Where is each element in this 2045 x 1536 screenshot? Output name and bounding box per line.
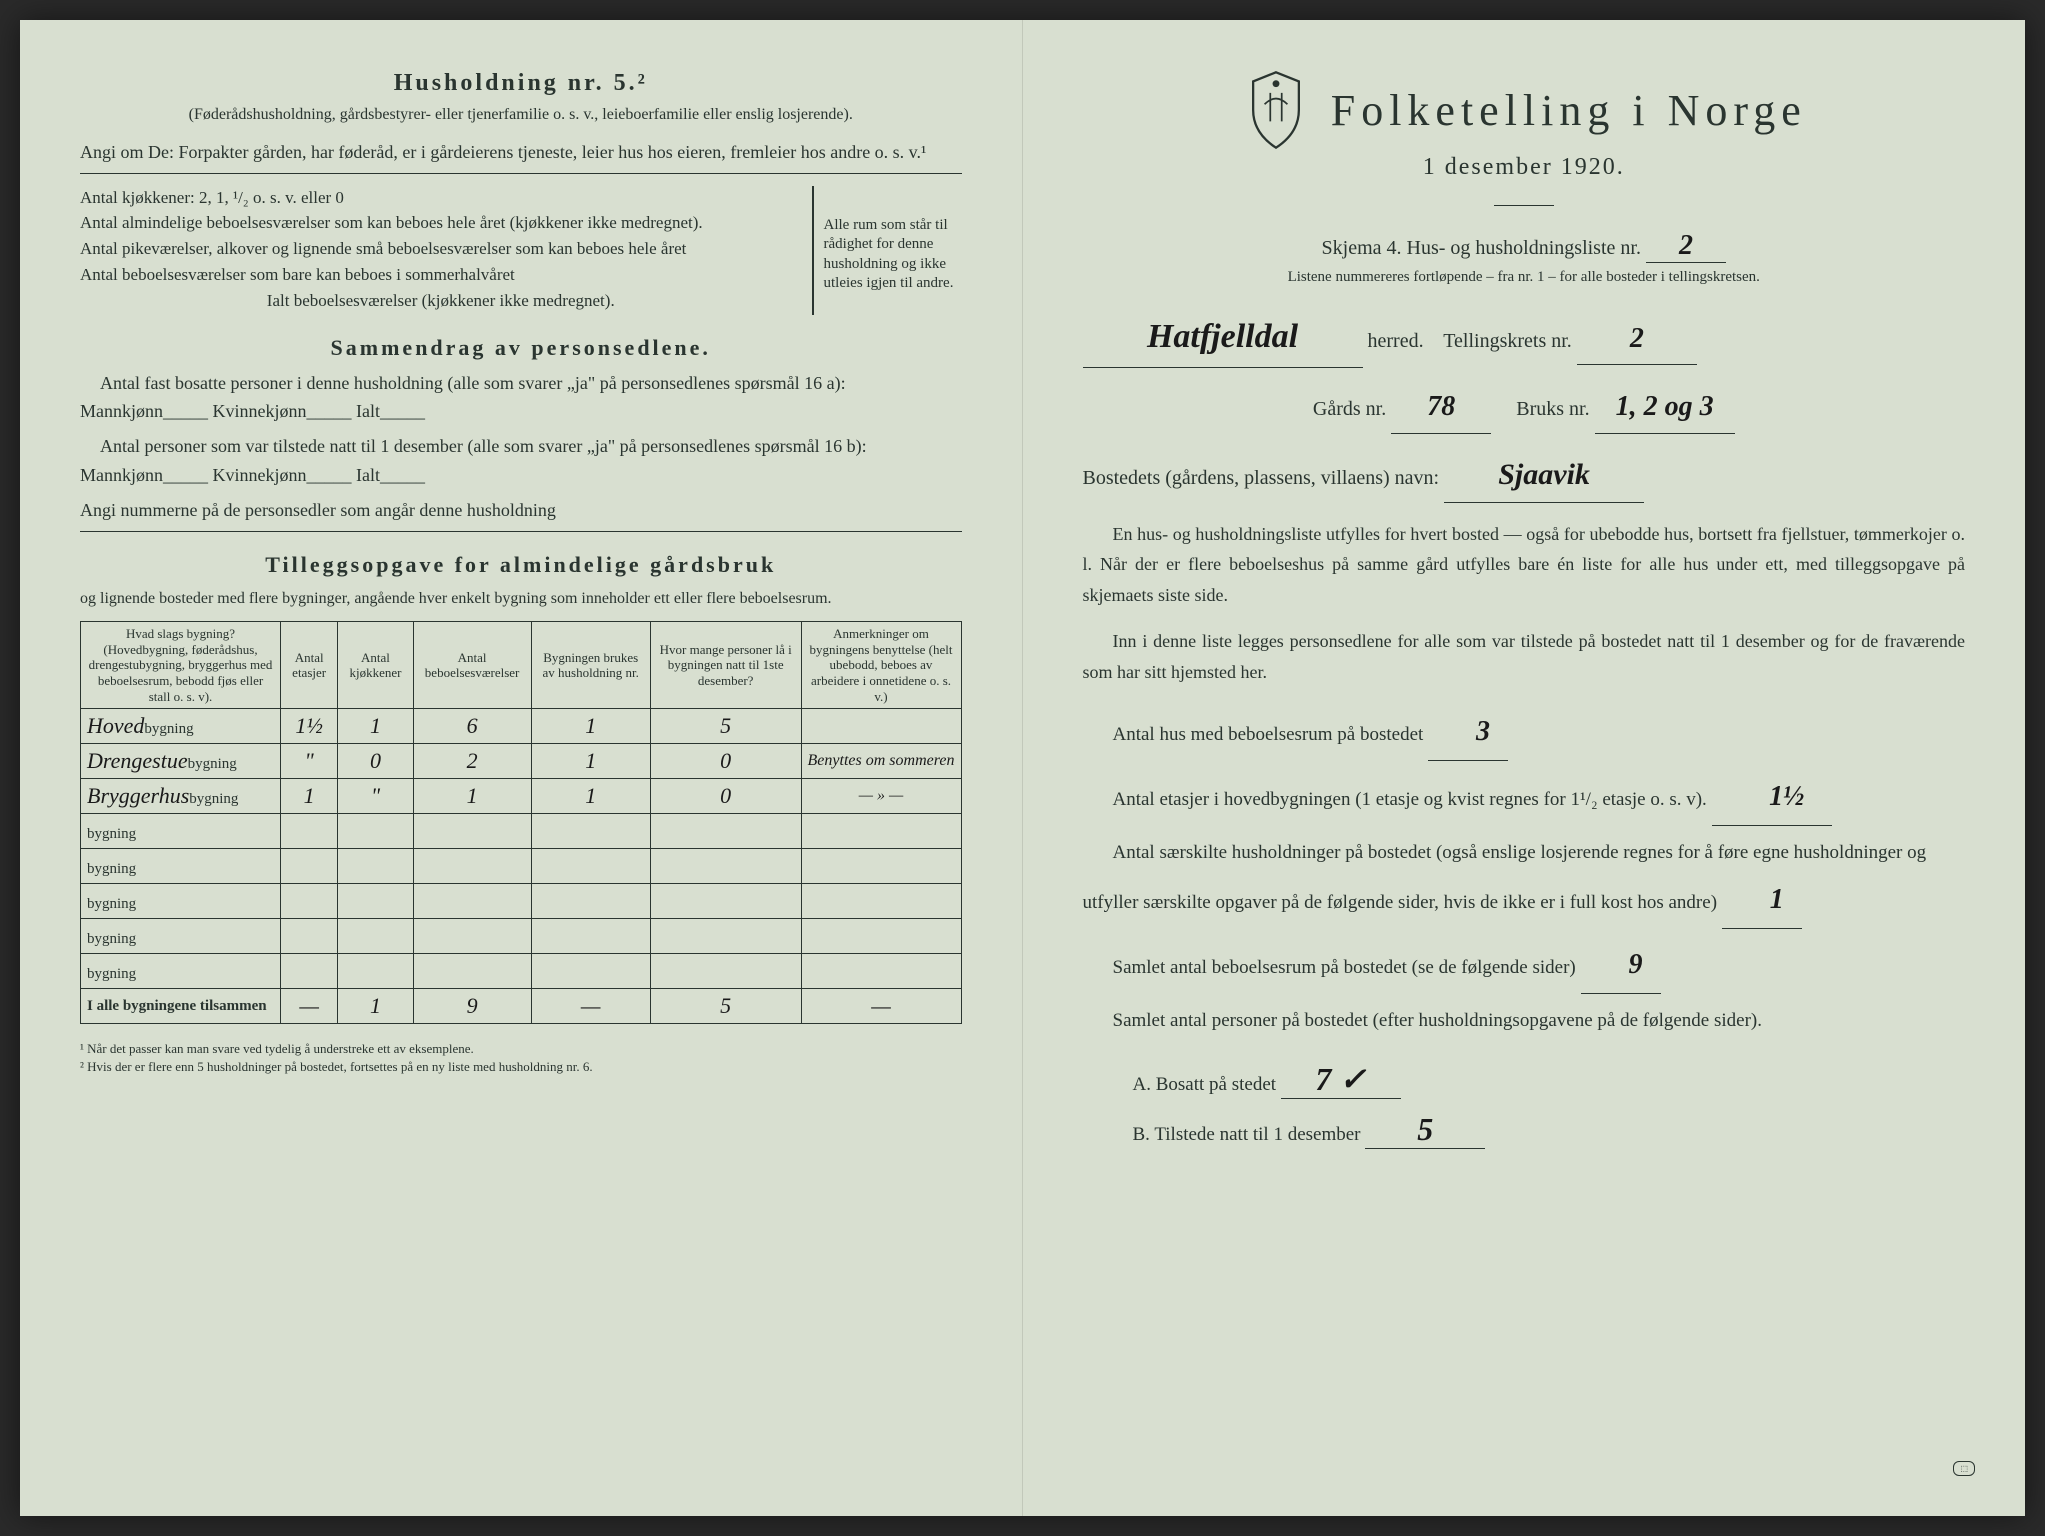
bosatt-value: 7 ✓ xyxy=(1281,1060,1401,1099)
rooms-side-note: Alle rum som står til rådighet for denne… xyxy=(812,186,962,315)
q-etasjer-label: Antal etasjer i hovedbygningen (1 etasje… xyxy=(1113,789,1707,810)
total-hushold: — xyxy=(581,993,601,1018)
q-hushold-value: 1 xyxy=(1722,872,1802,929)
th-anm: Anmerkninger om bygningens benyttelse (h… xyxy=(801,622,961,709)
th-personer: Hvor mange personer lå i bygningen natt … xyxy=(650,622,801,709)
summary-line2: Antal personer som var tilstede natt til… xyxy=(80,432,962,490)
para2: Inn i denne liste legges personsedlene f… xyxy=(1083,626,1966,687)
liste-note: Listene nummereres fortløpende – fra nr.… xyxy=(1083,269,1966,286)
household-note: (Føderådshusholdning, gårdsbestyrer- ell… xyxy=(80,105,962,126)
tillegg-note: og lignende bosteder med flere bygninger… xyxy=(80,586,962,612)
para1: En hus- og husholdningsliste utfylles fo… xyxy=(1083,519,1966,611)
room-line-3: Antal beboelsesværelser som bare kan beb… xyxy=(80,263,802,287)
table-row: Bryggerhusbygning 1 " 1 1 0 — » — xyxy=(81,779,962,814)
right-page: Folketelling i Norge 1 desember 1920. Sk… xyxy=(1023,20,2026,1516)
bruks-label: Bruks nr. xyxy=(1516,398,1589,420)
total-etasjer: — xyxy=(299,993,319,1018)
room-line-1: Antal almindelige beboelsesværelser som … xyxy=(80,211,802,235)
left-page: Husholdning nr. 5.² (Føderådshusholdning… xyxy=(20,20,1023,1516)
q-etasjer-value: 1½ xyxy=(1712,769,1832,826)
summary-line3: Angi nummerne på de personsedler som ang… xyxy=(80,496,962,525)
census-document: Husholdning nr. 5.² (Føderådshusholdning… xyxy=(20,20,2025,1516)
date-line: 1 desember 1920. xyxy=(1083,154,1966,181)
th-kjokken: Antal kjøkkener xyxy=(338,622,413,709)
household-title: Husholdning nr. 5.² xyxy=(80,70,962,97)
total-label: I alle bygningene tilsammen xyxy=(81,989,281,1024)
bosatt-label: A. Bosatt på stedet xyxy=(1133,1074,1277,1095)
bosted-row: Bostedets (gårdens, plassens, villaens) … xyxy=(1083,448,1966,503)
schema-line: Skjema 4. Hus- og husholdningsliste nr. … xyxy=(1083,230,1966,263)
bosatt-row: A. Bosatt på stedet 7 ✓ xyxy=(1083,1060,1966,1099)
kitchens-line: Antal kjøkkener: 2, 1, ¹/₂ o. s. v. elle… xyxy=(80,186,802,210)
table-row: bygning xyxy=(81,884,962,919)
table-row: bygning xyxy=(81,919,962,954)
table-row: bygning xyxy=(81,954,962,989)
room-line-2: Antal pikeværelser, alkover og lignende … xyxy=(80,237,802,261)
title-row: Folketelling i Norge xyxy=(1083,70,1966,150)
bosted-label: Bostedets (gårdens, plassens, villaens) … xyxy=(1083,467,1440,489)
gards-row: Gårds nr. 78 Bruks nr. 1, 2 og 3 xyxy=(1083,382,1966,433)
herred-row: Hatfjelldal herred. Tellingskrets nr. 2 xyxy=(1083,306,1966,368)
gards-value: 78 xyxy=(1391,382,1491,433)
th-etasjer: Antal etasjer xyxy=(281,622,338,709)
footnote2: ² Hvis der er flere enn 5 husholdninger … xyxy=(80,1058,962,1076)
total-vaerelser: 9 xyxy=(467,993,478,1018)
herred-label: herred. xyxy=(1368,330,1424,352)
krets-label: Tellingskrets nr. xyxy=(1443,330,1572,352)
q-etasjer: Antal etasjer i hovedbygningen (1 etasje… xyxy=(1083,769,1966,826)
summary-line1: Antal fast bosatte personer i denne hush… xyxy=(80,369,962,427)
total-personer: 5 xyxy=(720,993,731,1018)
q-rum-value: 9 xyxy=(1581,937,1661,994)
schema-nr: 2 xyxy=(1646,230,1726,263)
table-row: bygning xyxy=(81,849,962,884)
tillegg-title: Tilleggsopgave for almindelige gårdsbruk xyxy=(80,552,962,578)
printer-stamp: ⬚ xyxy=(1953,1461,1975,1476)
q-rum-label: Samlet antal beboelsesrum på bostedet (s… xyxy=(1113,957,1576,978)
th-bygning: Hvad slags bygning? (Hovedbygning, føder… xyxy=(81,622,281,709)
q-rum: Samlet antal beboelsesrum på bostedet (s… xyxy=(1083,937,1966,994)
table-row: Hovedbygning 1½ 1 6 1 5 xyxy=(81,709,962,744)
q-hus-value: 3 xyxy=(1428,704,1508,761)
bruks-value: 1, 2 og 3 xyxy=(1595,382,1735,433)
table-row: bygning xyxy=(81,814,962,849)
summary-title: Sammendrag av personsedlene. xyxy=(80,335,962,361)
building-table: Hvad slags bygning? (Hovedbygning, føder… xyxy=(80,621,962,1024)
krets-value: 2 xyxy=(1577,314,1697,365)
th-hushold: Bygningen brukes av husholdning nr. xyxy=(531,622,650,709)
q-hushold: Antal særskilte husholdninger på bostede… xyxy=(1083,834,1966,929)
divider xyxy=(1494,205,1554,206)
bottom-rows: A. Bosatt på stedet 7 ✓ B. Tilstede natt… xyxy=(1083,1060,1966,1149)
footnote1: ¹ Når det passer kan man svare ved tydel… xyxy=(80,1040,962,1058)
tilstede-value: 5 xyxy=(1365,1111,1485,1149)
rooms-total: Ialt beboelsesværelser (kjøkkener ikke m… xyxy=(80,289,802,313)
footnotes: ¹ Når det passer kan man svare ved tydel… xyxy=(80,1040,962,1076)
angi-text: Angi om De: Forpakter gården, har føderå… xyxy=(80,138,962,167)
total-anm: — xyxy=(871,993,891,1018)
bosted-value: Sjaavik xyxy=(1444,448,1644,503)
rooms-block: Antal kjøkkener: 2, 1, ¹/₂ o. s. v. elle… xyxy=(80,186,962,315)
total-kjokken: 1 xyxy=(370,993,381,1018)
schema-label: Skjema 4. Hus- og husholdningsliste nr. xyxy=(1322,237,1641,259)
th-vaerelser: Antal beboelsesværelser xyxy=(413,622,531,709)
table-row: Drengestuebygning " 0 2 1 0 Benyttes om … xyxy=(81,744,962,779)
tilstede-row: B. Tilstede natt til 1 desember 5 xyxy=(1083,1111,1966,1149)
q-personer: Samlet antal personer på bostedet (efter… xyxy=(1083,1002,1966,1040)
q-hus-label: Antal hus med beboelsesrum på bostedet xyxy=(1113,724,1424,745)
coat-of-arms-icon xyxy=(1241,70,1311,150)
herred-value: Hatfjelldal xyxy=(1083,306,1363,368)
q-hus: Antal hus med beboelsesrum på bostedet 3 xyxy=(1083,704,1966,761)
main-title: Folketelling i Norge xyxy=(1331,85,1807,136)
gards-label: Gårds nr. xyxy=(1313,398,1386,420)
tilstede-label: B. Tilstede natt til 1 desember xyxy=(1133,1124,1361,1145)
